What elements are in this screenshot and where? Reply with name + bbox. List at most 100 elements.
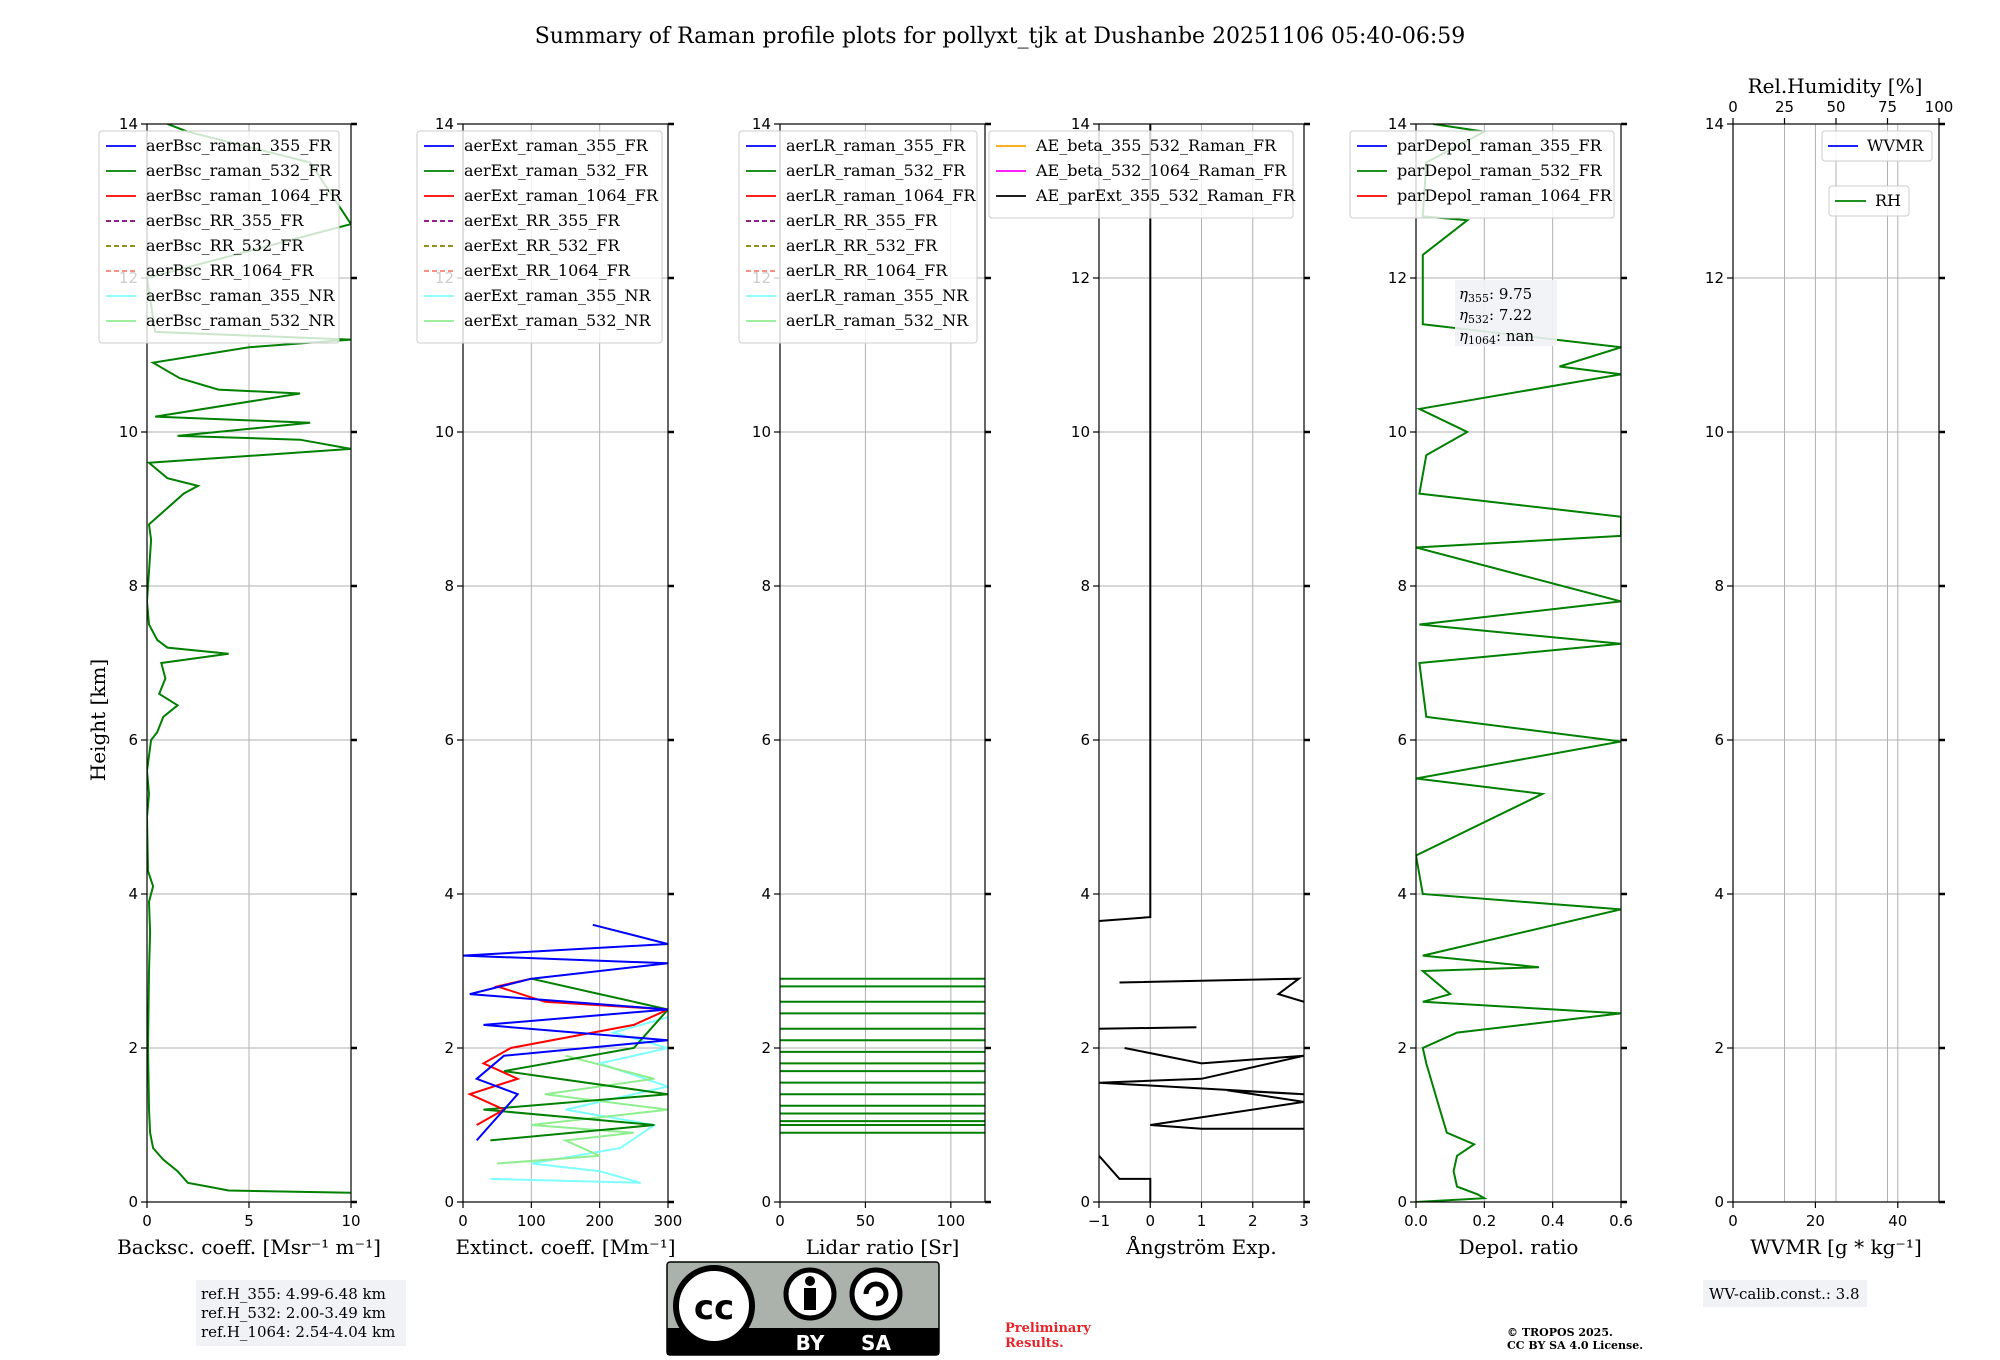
series-parDepol_raman_532_FR (1416, 124, 1621, 1202)
share-alike-icon (849, 1267, 903, 1321)
cc-license-badge: cc BY SA (666, 1261, 940, 1356)
rh-tick-label: 100 (1925, 98, 1954, 116)
legend-label: aerExt_raman_355_NR (464, 286, 652, 305)
series-aerExt_raman_532_FR (483, 977, 668, 1142)
x-axis-label-ae: Ångström Exp. (1125, 1234, 1276, 1259)
legend-label: aerLR_raman_1064_FR (786, 186, 976, 205)
y-tick-label-bsc: 8 (128, 577, 138, 595)
wv-calib-box: WV-calib.const.: 3.8 (1703, 1280, 1867, 1307)
panel-lr: 02468101214050100Lidar ratio [Sr]aerLR_r… (738, 115, 991, 1259)
legend-label: AE_parExt_355_532_Raman_FR (1035, 186, 1296, 205)
ref-line-532: ref.H_532: 2.00-3.49 km (201, 1304, 386, 1322)
rh-tick-label: 50 (1826, 98, 1845, 116)
preliminary-line-1: Preliminary (1005, 1321, 1091, 1336)
y-tick-label-wv: 4 (1714, 885, 1724, 903)
legend-label: aerBsc_raman_532_FR (146, 161, 332, 180)
x-tick-label-lr: 100 (937, 1212, 966, 1230)
x-axis-label-lr: Lidar ratio [Sr] (806, 1235, 960, 1259)
x-axis-label-bsc: Backsc. coeff. [Msr⁻¹ m⁻¹] (117, 1235, 381, 1259)
ref-line-355: ref.H_355: 4.99-6.48 km (201, 1285, 386, 1303)
y-tick-label-lr: 2 (761, 1039, 771, 1057)
x-tick-label-ae: 0 (1145, 1212, 1155, 1230)
legend-label: aerExt_raman_1064_FR (464, 186, 659, 205)
y-tick-label-wv: 10 (1705, 423, 1724, 441)
x-tick-label-ext: 100 (517, 1212, 546, 1230)
y-tick-label-bsc: 10 (119, 423, 138, 441)
y-tick-label-ae: 8 (1080, 577, 1090, 595)
legend-label: aerBsc_raman_532_NR (146, 311, 335, 330)
legend-label: aerBsc_raman_355_NR (146, 286, 335, 305)
y-tick-label-depol: 6 (1397, 731, 1407, 749)
y-tick-label-wv: 12 (1705, 269, 1724, 287)
legend-wvmr: WVMR (1821, 130, 1933, 162)
x-tick-label-bsc: 10 (341, 1212, 360, 1230)
rh-tick-label: 75 (1878, 98, 1897, 116)
y-tick-label-depol: 4 (1397, 885, 1407, 903)
legend-label: aerExt_raman_532_FR (464, 161, 649, 180)
x-tick-label-ext: 200 (585, 1212, 614, 1230)
preliminary-line-2: Results. (1005, 1336, 1064, 1351)
eta-355: η355: 9.75 (1459, 285, 1532, 305)
person-icon-body (804, 1288, 816, 1310)
axes-frame-lr (779, 123, 986, 1203)
legend-label: aerLR_raman_532_NR (786, 311, 969, 330)
y-tick-label-wv: 6 (1714, 731, 1724, 749)
x-tick-label-wv: 20 (1806, 1212, 1825, 1230)
rh-tick-label: 0 (1728, 98, 1738, 116)
y-tick-label-depol: 8 (1397, 577, 1407, 595)
person-icon-head (805, 1276, 815, 1286)
cc-logo-text: cc (694, 1288, 734, 1328)
y-tick-label-lr: 14 (752, 115, 771, 133)
x-tick-label-ae: −1 (1088, 1212, 1110, 1230)
series-group-lr (780, 977, 985, 1134)
series-group-ae (1099, 124, 1304, 1202)
panel-ext: 024681012140100200300Extinct. coeff. [Mm… (416, 115, 682, 1259)
legend-label: aerBsc_RR_532_FR (146, 236, 304, 255)
y-tick-label-ext: 6 (444, 731, 454, 749)
series-aerExt_raman_1064_FR (467, 977, 668, 1126)
y-tick-label-ae: 14 (1071, 115, 1090, 133)
y-tick-label-ae: 10 (1071, 423, 1090, 441)
y-tick-label-ae: 12 (1071, 269, 1090, 287)
y-tick-label-lr: 6 (761, 731, 771, 749)
series-group-ext (463, 923, 668, 1184)
ref-height-box: ref.H_355: 4.99-6.48 km ref.H_532: 2.00-… (196, 1280, 406, 1346)
x-tick-label-depol: 0.2 (1472, 1212, 1496, 1230)
panel-depol: 0 2 4 6 8 10 12 14 0.0 0.2 0.4 0.6 Depol. ratio parDe… (1349, 115, 1633, 1259)
series-AE_parExt_355_532_Raman_FR_c (1099, 1026, 1197, 1030)
legend-ext: aerExt_raman_355_FR aerExt_raman_532_FRae… (416, 130, 663, 344)
y-tick-label-wv: 14 (1705, 115, 1724, 133)
series-aerBsc_raman_532_FR (147, 124, 351, 1194)
rh-tick-label: 25 (1775, 98, 1794, 116)
legend-label: RH (1875, 191, 1901, 210)
x-tick-label-wv: 0 (1728, 1212, 1738, 1230)
x-tick-label-bsc: 5 (244, 1212, 254, 1230)
copyright-line-2: CC BY SA 4.0 License. (1507, 1339, 1643, 1352)
legend-label: AE_beta_532_1064_Raman_FR (1035, 161, 1287, 180)
x-tick-label-depol: 0.4 (1541, 1212, 1565, 1230)
y-tick-label-bsc: 2 (128, 1039, 138, 1057)
legend-label: aerExt_RR_1064_FR (464, 261, 631, 280)
legend-label: aerExt_raman_532_NR (464, 311, 652, 330)
ref-line-1064: ref.H_1064: 2.54-4.04 km (201, 1323, 395, 1341)
series-aerExt_raman_355_NR (490, 1016, 668, 1184)
y-tick-label-wv: 2 (1714, 1039, 1724, 1057)
y-tick-label-depol: 14 (1388, 115, 1407, 133)
legend-lr: aerLR_raman_355_FR aerLR_raman_532_FR aerL… (738, 130, 978, 344)
y-axis-label: Height [km] (86, 659, 110, 781)
legend-label: parDepol_raman_355_FR (1397, 136, 1603, 155)
y-tick-label-depol: 2 (1397, 1039, 1407, 1057)
legend-label: aerExt_raman_355_FR (464, 136, 649, 155)
series-group-bsc (147, 124, 351, 1194)
y-tick-label-wv: 0 (1714, 1193, 1724, 1211)
y-tick-label-bsc: 14 (119, 115, 138, 133)
x-tick-label-ext: 0 (458, 1212, 468, 1230)
x-tick-label-ae: 1 (1197, 1212, 1207, 1230)
series-AE_parExt_355_532_Raman_FR (1099, 1155, 1152, 1202)
eta-1064: η1064: nan (1459, 327, 1534, 347)
legend-label: aerExt_RR_355_FR (464, 211, 621, 230)
x-axis-label-ext: Extinct. coeff. [Mm⁻¹] (455, 1235, 675, 1259)
